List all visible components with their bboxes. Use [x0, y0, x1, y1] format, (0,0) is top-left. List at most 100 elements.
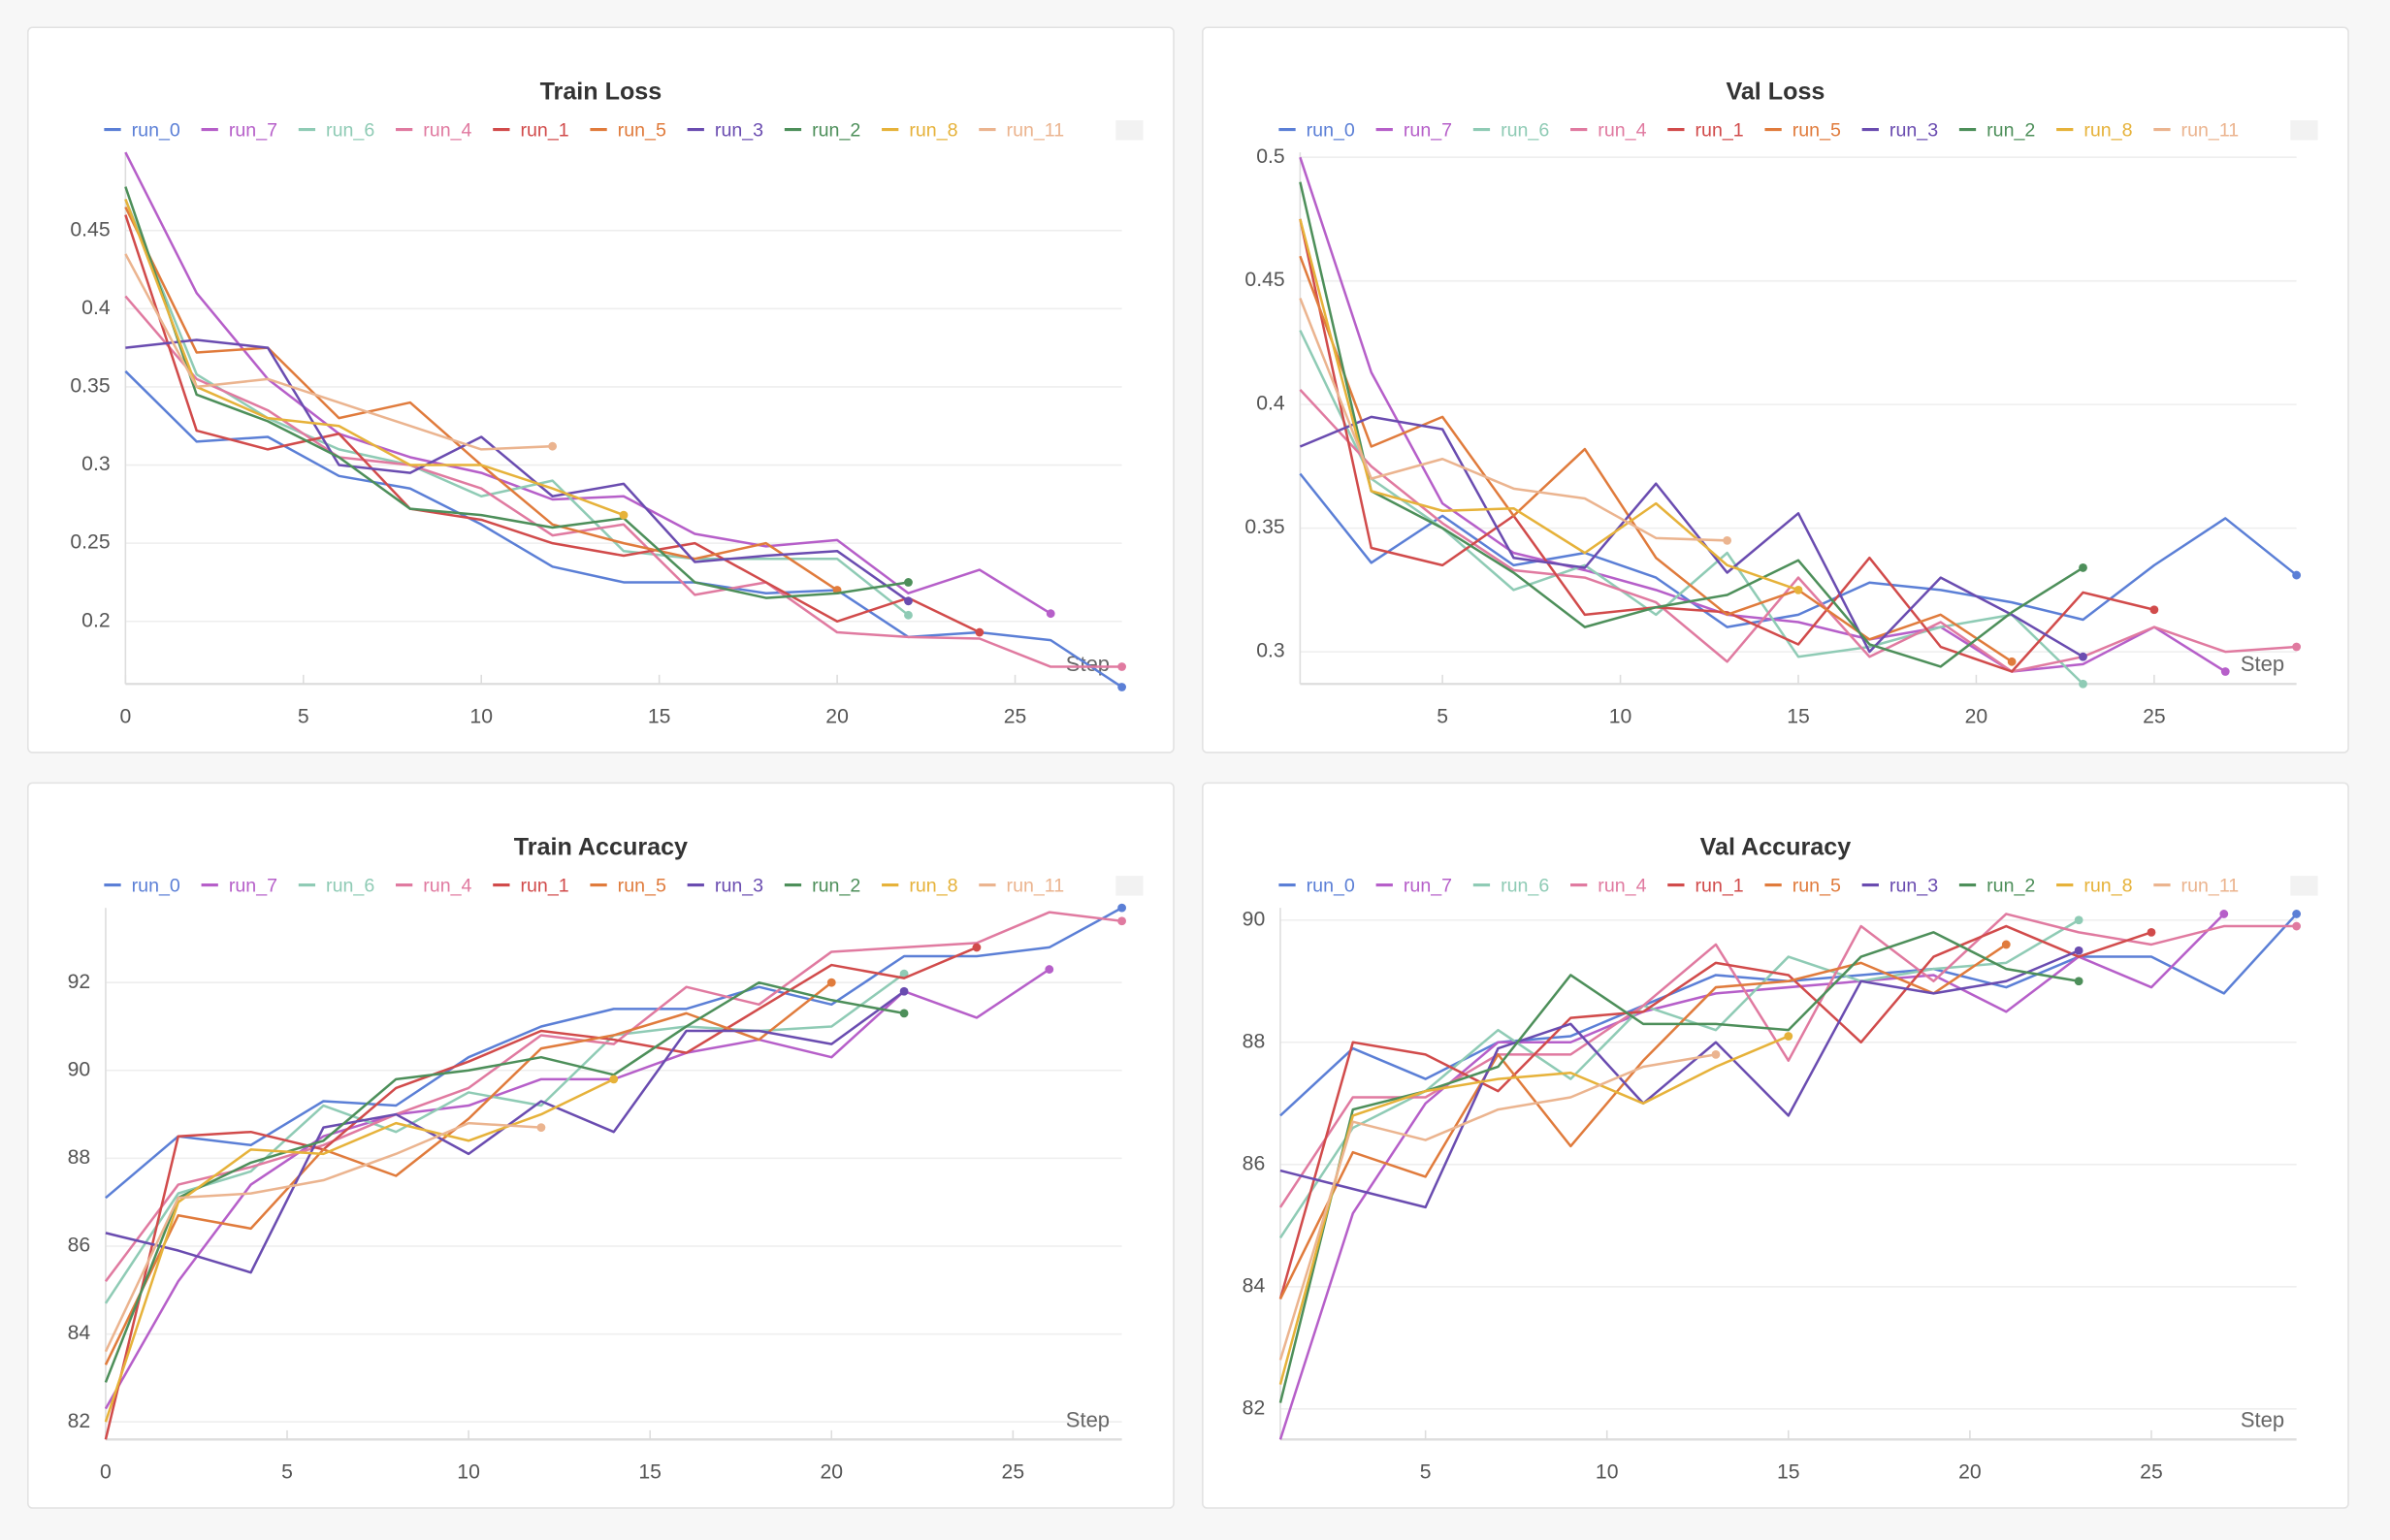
x-tick-label: 15: [648, 705, 671, 727]
y-tick-label: 0.3: [1256, 640, 1284, 662]
legend-label: run_2: [1986, 119, 2035, 141]
series-line: [1278, 943, 2008, 1299]
legend-label: run_0: [132, 119, 180, 141]
x-tick-label: 20: [825, 705, 849, 727]
x-tick-label: 25: [2143, 705, 2166, 727]
legend-label: run_1: [1696, 875, 1744, 896]
x-tick-label: 5: [298, 705, 309, 727]
series-end-dot: [2292, 642, 2302, 652]
y-tick-label: 0.35: [70, 375, 110, 398]
x-axis-label: Step: [1066, 1407, 1110, 1431]
legend-label: run_4: [1598, 875, 1646, 896]
series-end-dot: [2292, 910, 2302, 918]
x-tick-label: 25: [2140, 1460, 2163, 1483]
legend-label: run_6: [326, 119, 374, 141]
chart-panel: Val Accuracy run_0 run_7 run_6 run_4 run_1 run…: [1202, 782, 2349, 1509]
series-end-dot: [975, 627, 985, 637]
legend-label: run_6: [1501, 875, 1549, 896]
series-line: [104, 1077, 615, 1423]
series-line: [105, 907, 1123, 1200]
panel-background: [1202, 782, 2349, 1509]
series-end-dot: [548, 441, 558, 451]
series-end-dot: [972, 943, 982, 952]
series-line: [124, 295, 1122, 668]
series-end-dot: [1046, 609, 1055, 619]
legend-more: [2290, 120, 2318, 141]
y-tick-label: 0.25: [70, 531, 110, 554]
series-end-dot: [899, 969, 909, 979]
y-tick-label: 0.45: [1244, 269, 1284, 291]
y-tick-label: 88: [68, 1146, 91, 1169]
x-tick-label: 5: [281, 1460, 293, 1483]
series-line: [1299, 472, 2298, 628]
chart-panel: Train Accuracy run_0 run_7 run_6 run_4 run_1 r…: [27, 782, 1175, 1509]
series-end-dot: [904, 596, 913, 606]
chart-title: Val Loss: [1726, 78, 1825, 105]
series-end-dot: [1793, 585, 1803, 594]
panel-background: [27, 782, 1175, 1509]
series-end-dot: [2007, 657, 2017, 666]
series-end-dot: [2079, 679, 2087, 689]
series-end-dot: [1117, 916, 1127, 926]
y-tick-label: 84: [1243, 1274, 1266, 1297]
legend-label: run_5: [1792, 119, 1841, 141]
y-tick-label: 82: [68, 1410, 91, 1432]
series-end-dot: [826, 978, 836, 987]
legend-label: run_7: [1404, 875, 1452, 896]
legend-label: run_0: [1307, 875, 1355, 896]
y-tick-label: 0.3: [81, 453, 110, 475]
legend-label: run_4: [1598, 119, 1646, 141]
series-end-dot: [619, 510, 629, 520]
series-line: [1279, 949, 2080, 1209]
series-line: [1278, 1053, 1717, 1361]
legend-label: run_8: [909, 875, 957, 896]
series-line: [124, 198, 625, 517]
series-line: [104, 981, 833, 1365]
legend-label: run_2: [1986, 875, 2035, 896]
legend-label: run_8: [2083, 119, 2132, 141]
legend-label: run_11: [2181, 119, 2240, 141]
chart-panel: Train Loss run_0 run_7 run_6 run_4 run_1 run_5…: [27, 26, 1175, 754]
legend-label: run_7: [229, 875, 277, 896]
series-end-dot: [2292, 921, 2302, 931]
series-end-dot: [2001, 940, 2011, 949]
y-tick-label: 0.35: [1244, 516, 1284, 538]
legend-label: run_5: [1792, 875, 1841, 896]
legend-more: [1115, 120, 1144, 141]
series-end-dot: [899, 986, 909, 996]
legend-label: run_7: [229, 119, 277, 141]
legend-label: run_3: [715, 119, 763, 141]
legend-label: run_5: [618, 875, 666, 896]
legend-label: run_6: [1501, 119, 1549, 141]
y-tick-label: 82: [1243, 1396, 1266, 1419]
y-tick-label: 88: [1243, 1030, 1266, 1052]
series-end-dot: [904, 610, 913, 620]
legend-label: run_1: [520, 119, 568, 141]
series-line: [1299, 330, 2084, 686]
legend-label: run_1: [1696, 119, 1744, 141]
series-end-dot: [2074, 946, 2083, 955]
series-end-dot: [2149, 605, 2159, 615]
series-end-dot: [1784, 1032, 1793, 1041]
y-tick-label: 0.2: [81, 609, 110, 631]
series-line: [104, 1121, 542, 1353]
series-end-dot: [2079, 563, 2087, 572]
y-tick-label: 90: [1243, 908, 1266, 930]
y-tick-label: 90: [68, 1058, 91, 1080]
series-end-dot: [2220, 667, 2230, 676]
legend-label: run_11: [1007, 119, 1065, 141]
series-end-dot: [1723, 535, 1732, 545]
series-line: [1299, 298, 1728, 542]
series-line: [1278, 924, 2152, 1299]
series-line: [104, 968, 1050, 1410]
series-line: [124, 253, 553, 451]
series-line: [1299, 181, 2084, 668]
x-tick-label: 15: [1777, 1460, 1800, 1483]
x-tick-label: 25: [1004, 705, 1027, 727]
series-end-dot: [1711, 1049, 1721, 1059]
y-tick-label: 0.5: [1256, 145, 1284, 168]
x-axis-label: Step: [2241, 1407, 2284, 1431]
series-line: [1299, 218, 1799, 592]
